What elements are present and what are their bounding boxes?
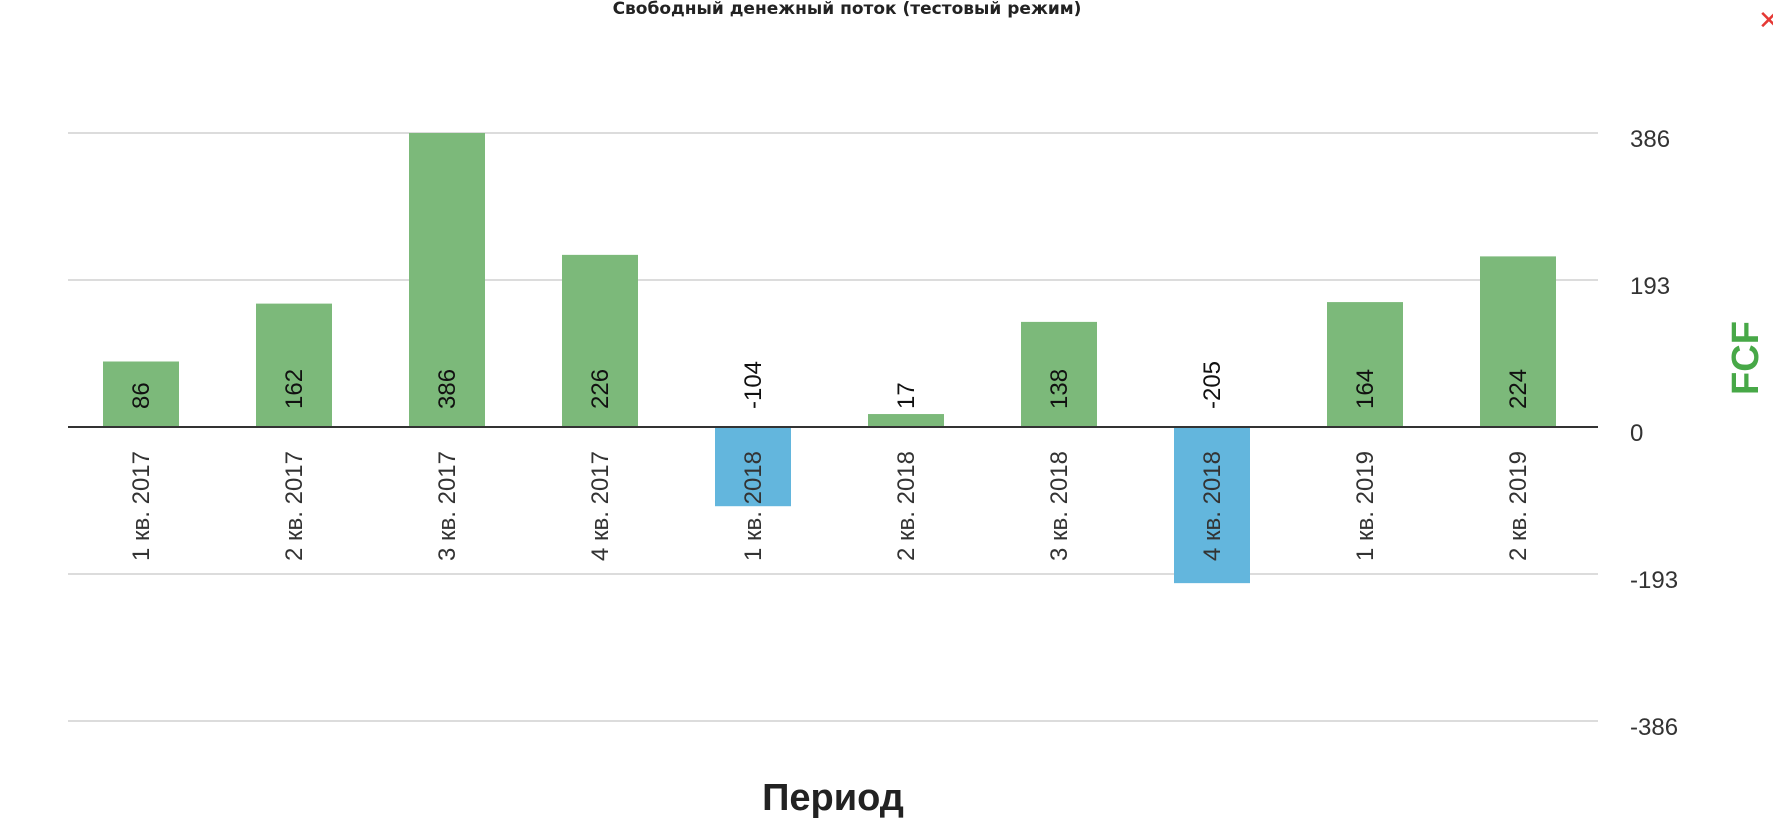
x-tick-label: 3 кв. 2018	[1046, 451, 1073, 561]
data-label: 164	[1352, 369, 1379, 409]
bar	[1174, 427, 1250, 584]
y-tick-label: 0	[1630, 420, 1643, 447]
x-tick-label: 2 кв. 2018	[893, 451, 920, 561]
y-tick-label: 193	[1630, 273, 1670, 300]
bar	[1480, 256, 1556, 427]
x-tick-label: 2 кв. 2017	[281, 451, 308, 561]
x-tick-label: 3 кв. 2017	[434, 451, 461, 561]
bar	[256, 303, 332, 427]
y-tick-label: 386	[1630, 126, 1670, 153]
data-label: 226	[587, 369, 614, 409]
data-label: 86	[128, 382, 155, 409]
bar	[1021, 321, 1097, 427]
data-label: 162	[281, 369, 308, 409]
bar	[409, 133, 485, 427]
data-label: -205	[1199, 361, 1226, 409]
data-label: 386	[434, 369, 461, 409]
data-label: 138	[1046, 369, 1073, 409]
x-tick-label: 1 кв. 2019	[1352, 451, 1379, 561]
data-label: 17	[893, 382, 920, 409]
x-tick-label: 4 кв. 2018	[1199, 451, 1226, 561]
x-axis-title: Период	[762, 777, 904, 819]
x-tick-label: 1 кв. 2018	[740, 451, 767, 561]
close-icon[interactable]: ✕	[1758, 5, 1773, 35]
x-tick-label: 1 кв. 2017	[128, 451, 155, 561]
data-label: 224	[1505, 369, 1532, 409]
y-tick-label: -386	[1630, 714, 1678, 741]
bar	[715, 427, 791, 507]
bar	[1327, 302, 1403, 427]
y-tick-label: -193	[1630, 567, 1678, 594]
x-tick-label: 2 кв. 2019	[1505, 451, 1532, 561]
x-tick-label: 4 кв. 2017	[587, 451, 614, 561]
data-label: -104	[740, 361, 767, 409]
bar	[103, 361, 179, 427]
bar	[868, 414, 944, 427]
bar	[562, 254, 638, 427]
chart-title: Свободный денежный поток (тестовый режим…	[612, 0, 1082, 19]
y-axis-title: FCF	[1725, 321, 1767, 395]
